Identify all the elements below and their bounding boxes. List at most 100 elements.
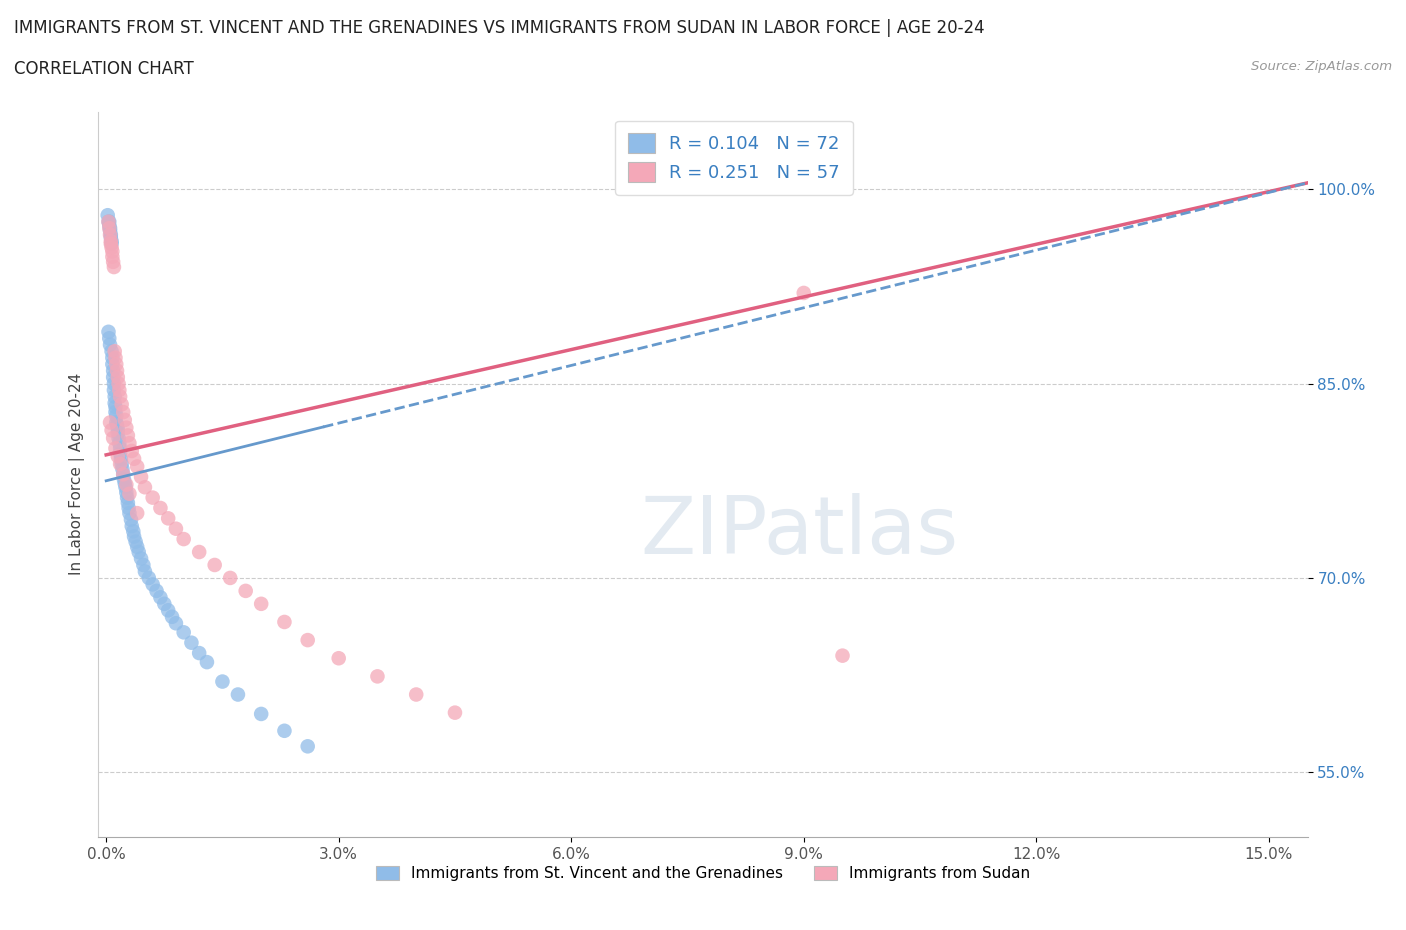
Point <box>195 655 218 670</box>
Point <box>111 397 134 412</box>
Point <box>100 227 122 242</box>
Point <box>107 370 129 385</box>
Point <box>122 529 145 544</box>
Text: CORRELATION CHART: CORRELATION CHART <box>14 60 194 78</box>
Point <box>145 583 167 598</box>
Point <box>297 632 319 647</box>
Point <box>117 496 139 511</box>
Point <box>100 233 122 248</box>
Point <box>180 635 202 650</box>
Point <box>101 255 124 270</box>
Point <box>157 511 180 525</box>
Point <box>108 389 131 404</box>
Point <box>104 344 127 359</box>
Point <box>165 522 187 537</box>
Point <box>366 669 388 684</box>
Point <box>132 558 155 573</box>
Point <box>100 236 122 251</box>
Point <box>118 500 141 515</box>
Point <box>114 476 136 491</box>
Point <box>127 459 149 474</box>
Text: Source: ZipAtlas.com: Source: ZipAtlas.com <box>1251 60 1392 73</box>
Point <box>114 413 136 428</box>
Point <box>104 441 127 456</box>
Point <box>142 490 165 505</box>
Point <box>112 472 135 487</box>
Point <box>273 724 295 738</box>
Point <box>112 405 135 419</box>
Point <box>149 500 172 515</box>
Point <box>97 325 120 339</box>
Point <box>104 395 127 410</box>
Point <box>104 400 127 415</box>
Point <box>97 214 120 229</box>
Point <box>129 470 152 485</box>
Point <box>157 603 180 618</box>
Point <box>160 609 183 624</box>
Point <box>105 357 128 372</box>
Point <box>101 364 124 379</box>
Point <box>104 389 127 404</box>
Point <box>98 223 121 238</box>
Point <box>103 377 125 392</box>
Point <box>173 532 195 547</box>
Point <box>104 351 127 365</box>
Point <box>117 428 139 443</box>
Point <box>124 534 146 549</box>
Point <box>105 408 128 423</box>
Point <box>328 651 350 666</box>
Point <box>108 441 131 456</box>
Point <box>188 545 211 560</box>
Point <box>273 615 295 630</box>
Point <box>188 645 211 660</box>
Point <box>118 506 141 521</box>
Point <box>105 418 128 432</box>
Point <box>405 687 427 702</box>
Text: ZIPatlas: ZIPatlas <box>641 493 959 571</box>
Point <box>297 739 319 754</box>
Point <box>128 545 150 560</box>
Point <box>107 377 129 392</box>
Point <box>100 236 122 251</box>
Point <box>105 364 128 379</box>
Point <box>101 244 124 259</box>
Text: IMMIGRANTS FROM ST. VINCENT AND THE GRENADINES VS IMMIGRANTS FROM SUDAN IN LABOR: IMMIGRANTS FROM ST. VINCENT AND THE GREN… <box>14 19 984 36</box>
Point <box>107 425 129 440</box>
Point <box>118 436 141 451</box>
Point <box>120 512 142 527</box>
Point <box>101 249 124 264</box>
Point <box>219 570 242 585</box>
Point <box>142 577 165 591</box>
Point <box>211 674 233 689</box>
Point <box>831 648 853 663</box>
Legend: Immigrants from St. Vincent and the Grenadines, Immigrants from Sudan: Immigrants from St. Vincent and the Gren… <box>370 860 1036 887</box>
Point <box>138 570 160 585</box>
Point <box>173 625 195 640</box>
Point <box>107 421 129 436</box>
Point <box>98 331 121 346</box>
Point <box>100 344 122 359</box>
Point <box>108 382 131 397</box>
Point <box>101 357 124 372</box>
Point <box>105 415 128 430</box>
Point <box>104 405 127 419</box>
Point <box>98 214 121 229</box>
Point <box>98 219 121 233</box>
Point <box>115 420 138 435</box>
Point <box>121 444 143 458</box>
Point <box>114 480 136 495</box>
Point <box>127 539 149 554</box>
Point <box>115 490 138 505</box>
Point <box>153 596 176 611</box>
Point <box>97 207 120 222</box>
Point <box>98 220 121 235</box>
Point <box>107 448 129 463</box>
Point <box>111 457 134 472</box>
Point <box>100 233 122 248</box>
Point <box>97 214 120 229</box>
Point <box>98 415 121 430</box>
Point <box>250 707 273 722</box>
Point <box>103 259 125 274</box>
Point <box>112 467 135 482</box>
Point <box>107 431 129 445</box>
